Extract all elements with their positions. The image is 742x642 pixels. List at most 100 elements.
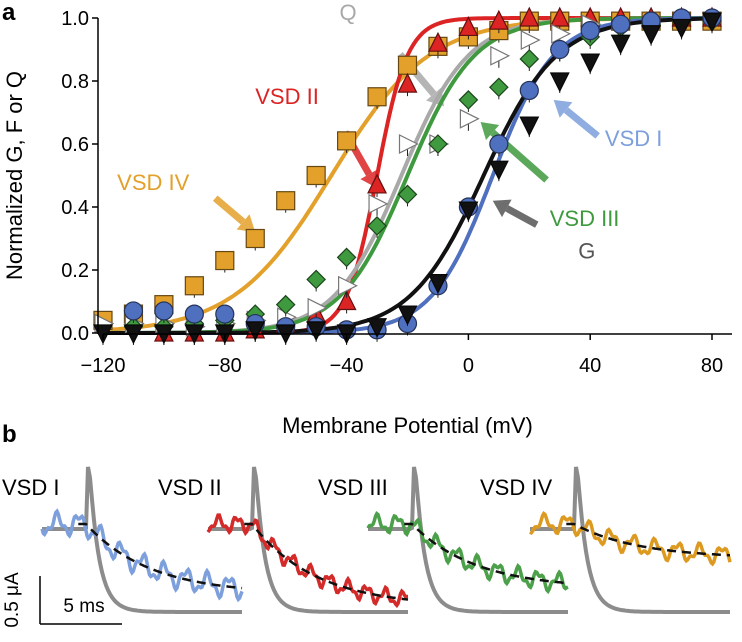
scale-bar-y-label: 0.5 μA — [2, 572, 23, 628]
y-tick-label: 0.4 — [61, 197, 89, 219]
data-point — [338, 275, 358, 296]
trace-panel: VSD I — [2, 466, 244, 614]
reference-trace — [208, 466, 408, 614]
x-tick-label: −120 — [80, 355, 125, 377]
x-tick-label: 80 — [701, 355, 723, 377]
trace-panel: VSD II — [158, 466, 409, 614]
current-trace — [206, 513, 408, 609]
data-point — [519, 116, 540, 137]
data-point — [245, 321, 266, 342]
annotation-arrow — [563, 107, 600, 139]
annotation-label: G — [578, 239, 595, 264]
y-tick-label: 0.6 — [61, 134, 89, 156]
data-point — [458, 201, 479, 222]
data-point — [549, 72, 570, 93]
data-point — [306, 269, 326, 290]
annotation-arrowhead — [236, 214, 256, 233]
data-point — [580, 21, 600, 41]
data-point — [367, 318, 388, 339]
activation-chart: −120 −80 −40 0 40 80 0.0 0.2 0.4 0.6 0.8 1.0 Membra… — [2, 0, 732, 438]
data-point — [275, 294, 296, 315]
data-point — [459, 108, 480, 129]
data-point — [458, 16, 479, 37]
annotation-arrowhead — [553, 99, 573, 118]
x-tick-label: −80 — [208, 355, 242, 377]
data-point — [184, 304, 204, 324]
trace-label: VSD III — [318, 475, 388, 500]
y-tick-label: 0.8 — [61, 71, 89, 93]
data-point — [488, 160, 509, 181]
trace-panel: VSD III — [318, 466, 569, 614]
annotation-arrow — [505, 205, 539, 228]
fit-trace — [244, 522, 409, 601]
y-axis-label: Normalized G, F or Q — [2, 71, 27, 280]
data-point — [276, 191, 296, 211]
data-point — [427, 31, 448, 52]
data-point — [154, 301, 174, 321]
data-point — [245, 228, 265, 249]
annotation-arrowhead — [480, 121, 500, 141]
x-tick-label: 0 — [463, 355, 474, 377]
data-point — [489, 77, 509, 98]
x-tick-label: −40 — [330, 355, 364, 377]
data-point — [398, 134, 419, 154]
data-point — [307, 297, 328, 318]
data-point — [428, 134, 448, 154]
trace-panel: VSD IV — [480, 466, 732, 614]
data-point — [580, 53, 601, 74]
y-tick-label: 0.2 — [61, 260, 89, 282]
data-point — [702, 12, 722, 33]
data-point — [123, 301, 144, 321]
annotation-arrow — [212, 195, 246, 225]
fit-trace — [566, 522, 730, 557]
data-point — [215, 304, 235, 324]
trace-label: VSD II — [158, 475, 222, 500]
data-point — [306, 165, 326, 186]
data-point — [611, 14, 631, 34]
trace-label: VSD I — [2, 475, 59, 500]
trace-group: VSD I VSD II VSD III VSD IV — [2, 466, 732, 614]
axis-ticks: −120 −80 −40 0 40 80 0.0 0.2 0.4 0.6 0.8 1.0 — [61, 8, 723, 377]
data-point — [488, 9, 509, 30]
data-point — [519, 49, 540, 69]
data-point — [336, 290, 357, 311]
annotation-label: VSD III — [550, 206, 620, 231]
current-trace — [529, 511, 732, 567]
data-point — [397, 72, 418, 93]
data-point — [489, 134, 509, 154]
data-point — [549, 6, 570, 27]
annotation-arrowhead — [492, 199, 512, 218]
x-axis-label: Membrane Potential (mV) — [282, 413, 533, 438]
data-point — [490, 45, 511, 66]
data-point — [367, 216, 387, 236]
data-point — [397, 184, 418, 205]
data-point — [519, 6, 540, 27]
data-point — [184, 276, 204, 296]
trace-label: VSD IV — [480, 475, 552, 500]
data-point — [551, 23, 572, 44]
scale-bar-x-label: 5 ms — [63, 596, 104, 617]
data-point — [367, 173, 388, 194]
data-point — [671, 18, 692, 39]
fit-trace — [78, 522, 243, 590]
reference-trace — [42, 466, 242, 614]
data-point — [367, 87, 387, 107]
fit-trace — [404, 522, 569, 585]
data-point — [306, 321, 327, 342]
annotation-label: VSD IV — [117, 170, 189, 195]
reference-trace — [368, 466, 568, 614]
data-point — [336, 247, 357, 268]
data-point — [610, 34, 631, 55]
x-tick-label: 40 — [579, 355, 601, 377]
annotation-label: VSD I — [605, 126, 662, 151]
annotation-label: Q — [339, 0, 356, 25]
current-trace — [40, 508, 244, 603]
data-point — [397, 55, 418, 75]
data-point — [337, 131, 357, 151]
data-point — [641, 25, 662, 46]
annotation-labels: VSD IV VSD II Q VSD I VSD III G — [117, 0, 662, 264]
data-point — [427, 274, 448, 294]
data-point — [520, 30, 541, 51]
data-point — [368, 193, 389, 214]
